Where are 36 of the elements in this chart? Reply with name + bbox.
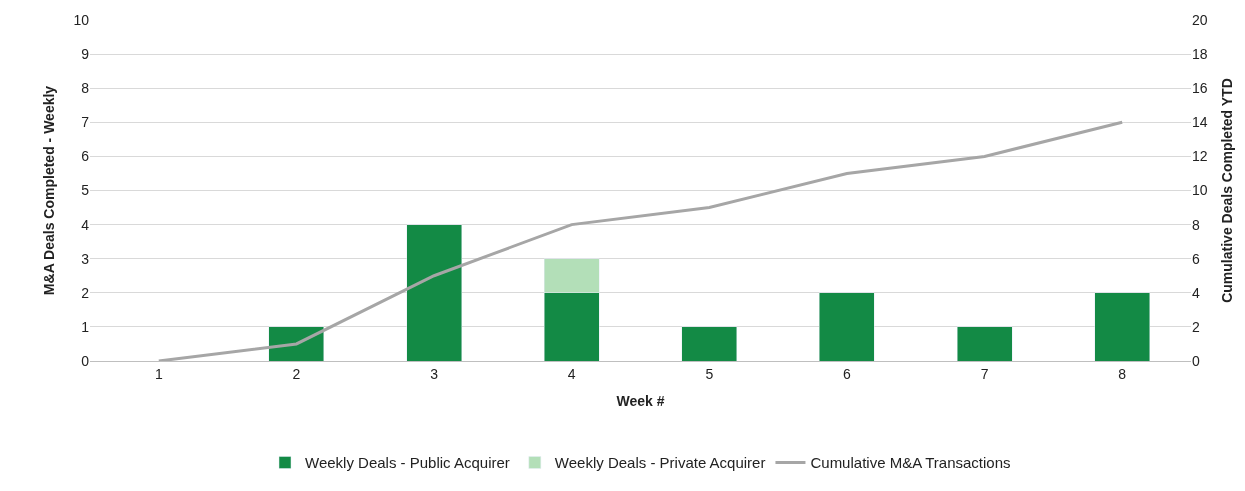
y-tick-label: 4 [81, 216, 90, 233]
x-tick-label: 8 [1118, 365, 1127, 382]
x-tick-label: 2 [292, 365, 301, 382]
y2-tick-label: 20 [1192, 11, 1208, 28]
y-tick-label: 2 [81, 284, 90, 301]
x-tick-label: 4 [567, 365, 576, 382]
y-tick-label: 0 [81, 352, 90, 369]
y2-tick-label: 8 [1192, 216, 1200, 233]
y-tick-label: 9 [81, 46, 90, 62]
y2-axis-title: Cumulative Deals Completed YTD [1219, 78, 1236, 303]
y-tick-label: 6 [81, 148, 90, 165]
y-tick-label: 3 [81, 250, 90, 267]
y2-tick-label: 18 [1192, 46, 1208, 62]
y-tick-label: 7 [81, 114, 90, 131]
y2-tick-label: 16 [1192, 80, 1208, 97]
legend-label: Cumulative M&A Transactions [810, 454, 1011, 472]
y-tick-label: 5 [81, 182, 90, 199]
x-tick-label: 6 [843, 365, 852, 382]
legend-label: Weekly Deals - Private Acquirer [554, 454, 766, 472]
y2-tick-label: 0 [1192, 352, 1200, 369]
x-tick-label: 5 [705, 365, 714, 382]
y2-tick-label: 10 [1192, 182, 1208, 199]
x-tick-label: 1 [154, 365, 163, 382]
y-tick-label: 1 [81, 318, 90, 335]
y-axis-title: M&A Deals Completed - Weekly [41, 85, 58, 296]
y2-tick-label: 14 [1192, 114, 1208, 131]
y-tick-label: 8 [81, 80, 90, 97]
y2-tick-label: 12 [1192, 148, 1208, 165]
y2-tick-label: 6 [1192, 250, 1200, 267]
y2-tick-label: 4 [1192, 284, 1200, 301]
x-axis-title: Week # [616, 393, 665, 410]
x-tick-label: 3 [430, 365, 439, 382]
legend-label: Weekly Deals - Public Acquirer [305, 454, 510, 472]
x-tick-label: 7 [980, 365, 989, 382]
y2-tick-label: 2 [1192, 318, 1200, 335]
y-tick-label: 10 [73, 11, 90, 28]
